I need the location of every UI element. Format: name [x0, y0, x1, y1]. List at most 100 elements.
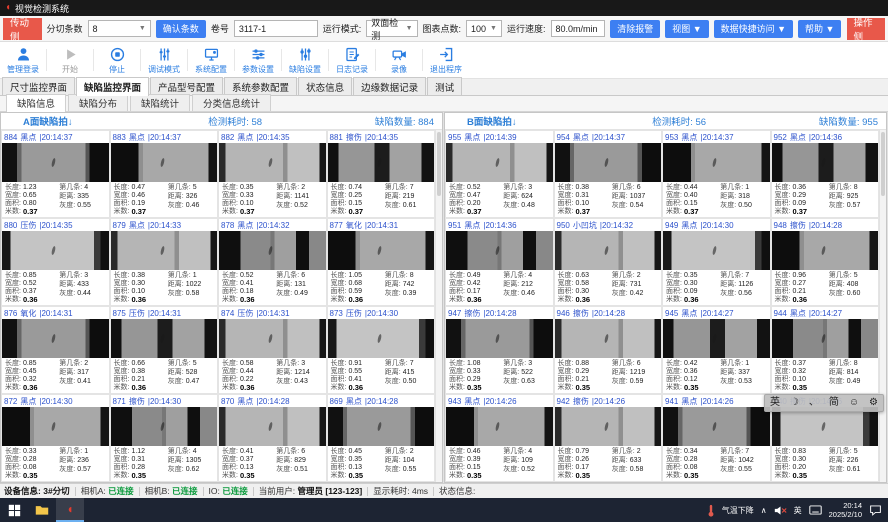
- defect-image[interactable]: [663, 143, 770, 182]
- defect-image[interactable]: [771, 231, 878, 270]
- defect-image[interactable]: [554, 407, 661, 446]
- defect-image[interactable]: [446, 407, 553, 446]
- roll-number-input[interactable]: 3117-1: [233, 20, 318, 37]
- defect-cell[interactable]: 950 小凹坑 |20:14:32 长度: 0.63 宽度: 0.58 面积: 0.3…: [553, 218, 662, 306]
- defect-cell[interactable]: 947 擦伤 |20:14:28 长度: 1.08 宽度: 0.33 面积: 0.29…: [445, 306, 554, 394]
- defect-image[interactable]: [219, 143, 326, 182]
- defect-cell[interactable]: 952 黑点 |20:14:36 长度: 0.36 宽度: 0.29 面积: 0.09…: [770, 130, 879, 218]
- taskbar-clock[interactable]: 20:14 2025/2/10: [829, 501, 862, 519]
- defect-cell[interactable]: 883 黑点 |20:14:37 长度: 0.47 宽度: 0.46 面积: 0.19…: [109, 130, 218, 218]
- panel-a-scrollbar[interactable]: [435, 130, 442, 482]
- defect-cell[interactable]: 945 黑点 |20:14:27 长度: 0.42 宽度: 0.36 面积: 0.12…: [662, 306, 771, 394]
- log-record-button[interactable]: 日志记录: [331, 42, 373, 78]
- subtab-class-info-stats[interactable]: 分类信息统计: [192, 94, 272, 111]
- system-config-button[interactable]: 系统配置: [190, 42, 232, 78]
- defect-cell[interactable]: 869 黑点 |20:14:28 长度: 0.45 宽度: 0.35 面积: 0.13…: [326, 394, 435, 482]
- panel-b-scrollbar[interactable]: [879, 130, 886, 482]
- defect-cell[interactable]: 951 黑点 |20:14:36 长度: 0.49 宽度: 0.42 面积: 0.17…: [445, 218, 554, 306]
- defect-settings-button[interactable]: 缺陷设置: [284, 42, 326, 78]
- run-mode-select[interactable]: 双面检测 ▼: [366, 18, 418, 41]
- ime-english-toggle[interactable]: 英: [769, 397, 780, 408]
- exit-program-button[interactable]: 退出程序: [425, 42, 467, 78]
- help-menu-button[interactable]: 帮助 ▼: [798, 19, 842, 38]
- video-record-button[interactable]: 录像: [378, 42, 420, 78]
- defect-image[interactable]: [2, 143, 109, 182]
- defect-cell[interactable]: 942 擦伤 |20:14:26 长度: 0.79 宽度: 0.26 面积: 0.17…: [553, 394, 662, 482]
- defect-cell[interactable]: 872 黑点 |20:14:30 长度: 0.33 宽度: 0.28 面积: 0.08…: [1, 394, 110, 482]
- defect-image[interactable]: [663, 319, 770, 358]
- defect-image[interactable]: [110, 143, 217, 182]
- defect-image[interactable]: [2, 407, 109, 446]
- defect-image[interactable]: [219, 319, 326, 358]
- keyboard-icon[interactable]: [808, 505, 822, 515]
- ime-emoji-icon[interactable]: ☺: [848, 397, 860, 408]
- defect-image[interactable]: [327, 143, 434, 182]
- defect-image[interactable]: [327, 407, 434, 446]
- tab-edge-data[interactable]: 边缘数据记录: [353, 77, 427, 95]
- tab-test[interactable]: 测试: [427, 77, 463, 95]
- drive-side-button[interactable]: 传动侧: [3, 17, 42, 43]
- defect-cell[interactable]: 943 黑点 |20:14:26 长度: 0.46 宽度: 0.39 面积: 0.15…: [445, 394, 554, 482]
- defect-cell[interactable]: 882 黑点 |20:14:35 长度: 0.35 宽度: 0.33 面积: 0.10…: [218, 130, 327, 218]
- chart-points-select[interactable]: 100 ▼: [466, 20, 502, 37]
- tray-chevron-up-icon[interactable]: ∧: [760, 505, 767, 515]
- subtab-defect-info[interactable]: 缺陷信息: [6, 94, 67, 112]
- tab-defect-monitor[interactable]: 缺陷监控界面: [76, 77, 150, 96]
- defect-cell[interactable]: 948 擦伤 |20:14:28 长度: 0.96 宽度: 0.27 面积: 0.21…: [770, 218, 879, 306]
- defect-image[interactable]: [110, 407, 217, 446]
- tab-size-monitor[interactable]: 尺寸监控界面: [2, 77, 76, 95]
- weather-widget[interactable]: 气温下降: [721, 505, 754, 515]
- subtab-defect-stats[interactable]: 缺陷统计: [130, 94, 191, 111]
- defect-cell[interactable]: 879 黑点 |20:14:33 长度: 0.38 宽度: 0.30 面积: 0.10…: [109, 218, 218, 306]
- defect-image[interactable]: [663, 231, 770, 270]
- ime-punctuation-toggle[interactable]: 、: [808, 397, 819, 408]
- defect-image[interactable]: [110, 319, 217, 358]
- data-quick-access-button[interactable]: 数据快捷访问 ▼: [713, 19, 794, 38]
- ime-language-indicator[interactable]: 英: [793, 505, 802, 515]
- defect-image[interactable]: [663, 407, 770, 446]
- scrollbar-thumb[interactable]: [437, 132, 441, 196]
- start-button[interactable]: [0, 498, 28, 522]
- defect-image[interactable]: [110, 231, 217, 270]
- subtab-defect-distribution[interactable]: 缺陷分布: [68, 94, 129, 111]
- stop-button[interactable]: 停止: [96, 42, 138, 78]
- speaker-muted-icon[interactable]: [774, 505, 787, 516]
- defect-cell[interactable]: 878 黑点 |20:14:32 长度: 0.52 宽度: 0.41 面积: 0.18…: [218, 218, 327, 306]
- defect-image[interactable]: [219, 407, 326, 446]
- confirm-count-button[interactable]: 确认条数: [155, 19, 206, 38]
- defect-image[interactable]: [554, 143, 661, 182]
- defect-cell[interactable]: 946 擦伤 |20:14:28 长度: 0.88 宽度: 0.29 面积: 0.21…: [553, 306, 662, 394]
- scrollbar-thumb[interactable]: [881, 132, 885, 196]
- view-menu-button[interactable]: 视图 ▼: [665, 19, 709, 38]
- defect-image[interactable]: [446, 231, 553, 270]
- slit-count-select[interactable]: 8 ▼: [87, 20, 151, 37]
- defect-image[interactable]: [2, 231, 109, 270]
- defect-cell[interactable]: 875 压伤 |20:14:31 长度: 0.66 宽度: 0.38 面积: 0.21…: [109, 306, 218, 394]
- defect-cell[interactable]: 944 黑点 |20:14:27 长度: 0.37 宽度: 0.32 面积: 0.10…: [770, 306, 879, 394]
- parameter-settings-button[interactable]: 参数设置: [237, 42, 279, 78]
- tab-system-params[interactable]: 系统参数配置: [224, 77, 298, 95]
- clear-alarm-button[interactable]: 清除报警: [610, 19, 661, 38]
- start-button[interactable]: 开始: [49, 42, 91, 78]
- defect-image[interactable]: [771, 143, 878, 182]
- defect-cell[interactable]: 953 黑点 |20:14:37 长度: 0.44 宽度: 0.40 面积: 0.15…: [662, 130, 771, 218]
- defect-cell[interactable]: 949 黑点 |20:14:30 长度: 0.35 宽度: 0.30 面积: 0.09…: [662, 218, 771, 306]
- defect-image[interactable]: [554, 319, 661, 358]
- defect-cell[interactable]: 876 氧化 |20:14:31 长度: 0.85 宽度: 0.45 面积: 0.32…: [1, 306, 110, 394]
- operator-side-button[interactable]: 操作侧: [846, 17, 885, 43]
- tab-product-config[interactable]: 产品型号配置: [150, 77, 224, 95]
- defect-image[interactable]: [219, 231, 326, 270]
- debug-mode-button[interactable]: 调试模式: [143, 42, 185, 78]
- tab-status-info[interactable]: 状态信息: [298, 77, 353, 95]
- admin-login-button[interactable]: 管理登录: [2, 42, 44, 78]
- defect-image[interactable]: [2, 319, 109, 358]
- defect-image[interactable]: [554, 231, 661, 270]
- defect-cell[interactable]: 955 黑点 |20:14:39 长度: 0.52 宽度: 0.47 面积: 0.20…: [445, 130, 554, 218]
- defect-cell[interactable]: 877 氧化 |20:14:31 长度: 1.05 宽度: 0.68 面积: 0.59…: [326, 218, 435, 306]
- defect-image[interactable]: [327, 319, 434, 358]
- defect-cell[interactable]: 871 擦伤 |20:14:30 长度: 1.12 宽度: 0.31 面积: 0.28…: [109, 394, 218, 482]
- defect-cell[interactable]: 870 黑点 |20:14:28 长度: 0.41 宽度: 0.37 面积: 0.13…: [218, 394, 327, 482]
- defect-cell[interactable]: 884 黑点 |20:14:37 长度: 1.23 宽度: 0.65 面积: 0.80…: [1, 130, 110, 218]
- defect-cell[interactable]: 941 黑点 |20:14:26 长度: 0.34 宽度: 0.28 面积: 0.08…: [662, 394, 771, 482]
- ime-settings-gear-icon[interactable]: ⚙: [869, 397, 878, 408]
